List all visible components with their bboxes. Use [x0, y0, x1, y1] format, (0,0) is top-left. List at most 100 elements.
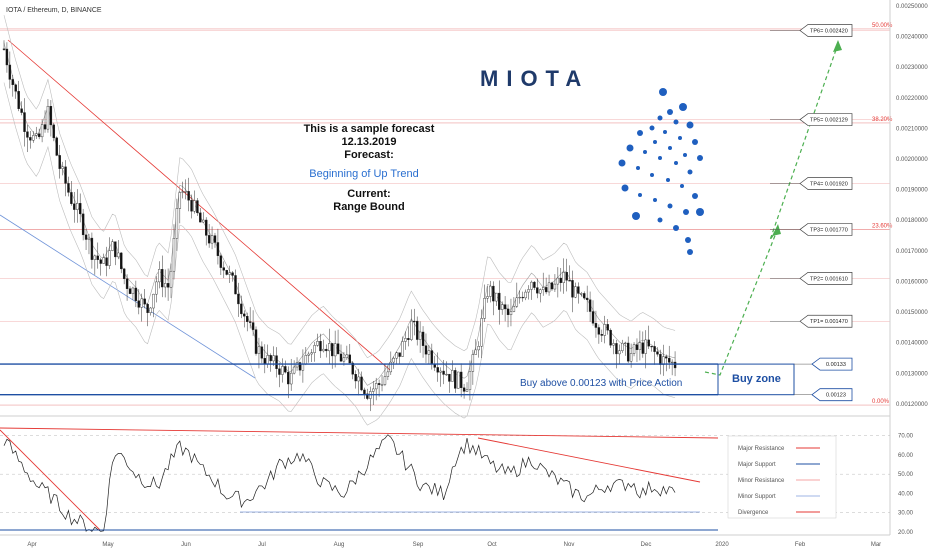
- iota-dot: [650, 173, 654, 177]
- candle-body: [125, 278, 129, 289]
- candle-body: [673, 361, 677, 369]
- iota-dot: [697, 155, 703, 161]
- candle-body: [196, 200, 199, 214]
- candle-body: [114, 241, 117, 258]
- rsi-tick-label: 30.00: [898, 511, 914, 517]
- time-tick-label: 2020: [715, 542, 729, 548]
- candle-body: [600, 334, 604, 336]
- candle-body: [612, 343, 615, 346]
- candle-body: [204, 219, 208, 236]
- candle-body: [468, 371, 472, 390]
- candle-body: [161, 269, 164, 288]
- descending-trendline: [7, 39, 391, 371]
- candle-body: [40, 124, 44, 138]
- support-tag: [811, 388, 853, 402]
- candle-body: [11, 79, 14, 85]
- candle-body: [202, 219, 205, 223]
- candle-body: [506, 308, 510, 316]
- candle-body: [29, 137, 32, 141]
- candle-body: [539, 289, 542, 294]
- candle-body: [234, 275, 237, 295]
- price-tick-label: 0.00220000: [896, 96, 928, 102]
- price-tick-label: 0.00200000: [896, 157, 928, 163]
- price-axis: 0.00250000 0.00240000 0.00230000 0.00220000…: [889, 0, 928, 535]
- time-tick-label: Feb: [795, 542, 806, 548]
- forecast-path: [704, 43, 839, 376]
- candle-body: [559, 277, 562, 283]
- candle-body: [580, 293, 583, 295]
- forecast-line-1: This is a sample forecast: [304, 123, 435, 135]
- candle-body: [542, 287, 545, 290]
- price-tick-label: 0.00120000: [896, 402, 928, 408]
- candle-body: [275, 355, 278, 369]
- candle-body: [533, 281, 536, 288]
- candle-body: [574, 286, 577, 298]
- candle-body: [339, 353, 343, 362]
- candle-body: [459, 371, 463, 389]
- candle-body: [430, 350, 434, 365]
- iota-dot: [658, 156, 662, 160]
- candle-body: [588, 299, 592, 312]
- candle-body: [568, 280, 571, 282]
- fib-levels: 50.00% 38.20% 23.60% 0.00%: [0, 23, 893, 406]
- legend-label: Minor Support: [738, 494, 776, 500]
- iota-dot: [674, 161, 678, 165]
- candle-body: [278, 368, 281, 375]
- candle-body: [597, 327, 601, 335]
- candle-body: [87, 237, 91, 240]
- candle-body: [374, 383, 378, 390]
- time-tick-label: Apr: [27, 542, 36, 548]
- candle-body: [222, 267, 225, 271]
- rsi-tick-label: 50.00: [898, 472, 914, 478]
- legend-box: [727, 435, 837, 519]
- candle-body: [216, 242, 220, 256]
- candle-body: [656, 351, 659, 355]
- price-tick-label: 0.00170000: [896, 249, 928, 255]
- target-tag-label: TP3= 0.001770: [810, 227, 848, 233]
- candle-body: [418, 331, 422, 340]
- candle-body: [415, 320, 419, 340]
- brand-title: MIOTA: [480, 66, 589, 91]
- candle-body: [380, 384, 384, 386]
- iota-dot: [673, 119, 679, 125]
- candle-body: [562, 272, 565, 283]
- iota-dot: [668, 146, 672, 150]
- candle-body: [213, 235, 217, 243]
- candle-body: [316, 341, 319, 346]
- target-tag: [799, 24, 853, 37]
- candle-body: [17, 91, 20, 109]
- rsi-tick-label: 60.00: [898, 453, 914, 459]
- target-tag: [799, 113, 853, 126]
- candle-body: [577, 286, 580, 294]
- candle-body: [594, 323, 598, 328]
- buy-zone-label: Buy zone: [732, 373, 781, 385]
- candle-body: [395, 352, 398, 359]
- candle-body: [122, 268, 126, 279]
- candle-body: [131, 287, 135, 294]
- candle-body: [23, 112, 26, 132]
- candle-body: [81, 213, 85, 236]
- candle-body: [117, 252, 120, 258]
- candle-body: [366, 393, 369, 399]
- candle-body: [512, 306, 516, 312]
- candle-body: [650, 345, 653, 348]
- candle-body: [108, 250, 111, 266]
- candle-body: [527, 289, 530, 293]
- target-tag-label: TP6= 0.002420: [810, 28, 848, 34]
- price-tick-label: 0.00250000: [896, 4, 928, 10]
- candle-body: [58, 155, 61, 169]
- rsi-minor-resistance: [477, 437, 701, 483]
- candle-body: [489, 285, 492, 297]
- iota-dot: [657, 217, 663, 223]
- candle-body: [93, 255, 97, 260]
- candle-body: [193, 200, 196, 212]
- iota-dot: [657, 115, 663, 121]
- target-labels: TP6= 0.002420 TP5= 0.002129 TP4= 0.001920 T…: [770, 24, 853, 328]
- price-tick-label: 0.00240000: [896, 35, 928, 41]
- candle-body: [345, 354, 349, 358]
- candle-body: [474, 349, 477, 355]
- candle-body: [480, 318, 483, 347]
- support-tag-label: 0.00133: [826, 362, 846, 368]
- candle-body: [621, 342, 624, 351]
- candle-body: [61, 166, 64, 169]
